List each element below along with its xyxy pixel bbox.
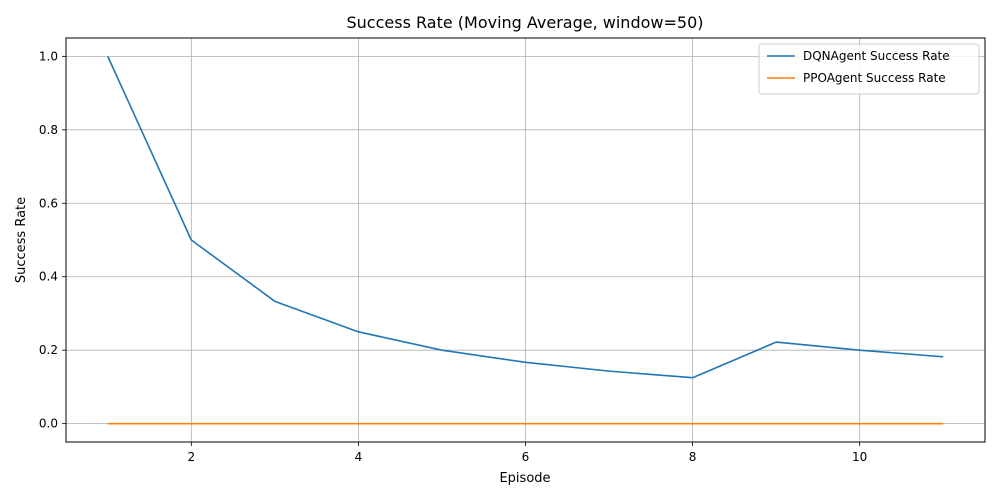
y-tick-label: 0.4 [39,270,58,284]
x-tick-label: 10 [852,450,867,464]
x-tick-label: 4 [355,450,363,464]
y-tick-label: 1.0 [39,49,58,63]
y-tick-label: 0.2 [39,343,58,357]
x-tick-label: 8 [689,450,697,464]
y-tick-label: 0.8 [39,123,58,137]
y-tick-label: 0.0 [39,417,58,431]
legend: DQNAgent Success Rate PPOAgent Success Ra… [759,44,979,94]
x-tick-label: 2 [187,450,195,464]
y-tick-label: 0.6 [39,196,58,210]
x-tick-label: 6 [522,450,530,464]
y-axis-label: Success Rate [14,197,29,283]
legend-label: PPOAgent Success Rate [803,71,946,85]
chart-title: Success Rate (Moving Average, window=50) [347,13,704,32]
x-axis-label: Episode [499,471,550,486]
legend-label: DQNAgent Success Rate [803,49,950,63]
